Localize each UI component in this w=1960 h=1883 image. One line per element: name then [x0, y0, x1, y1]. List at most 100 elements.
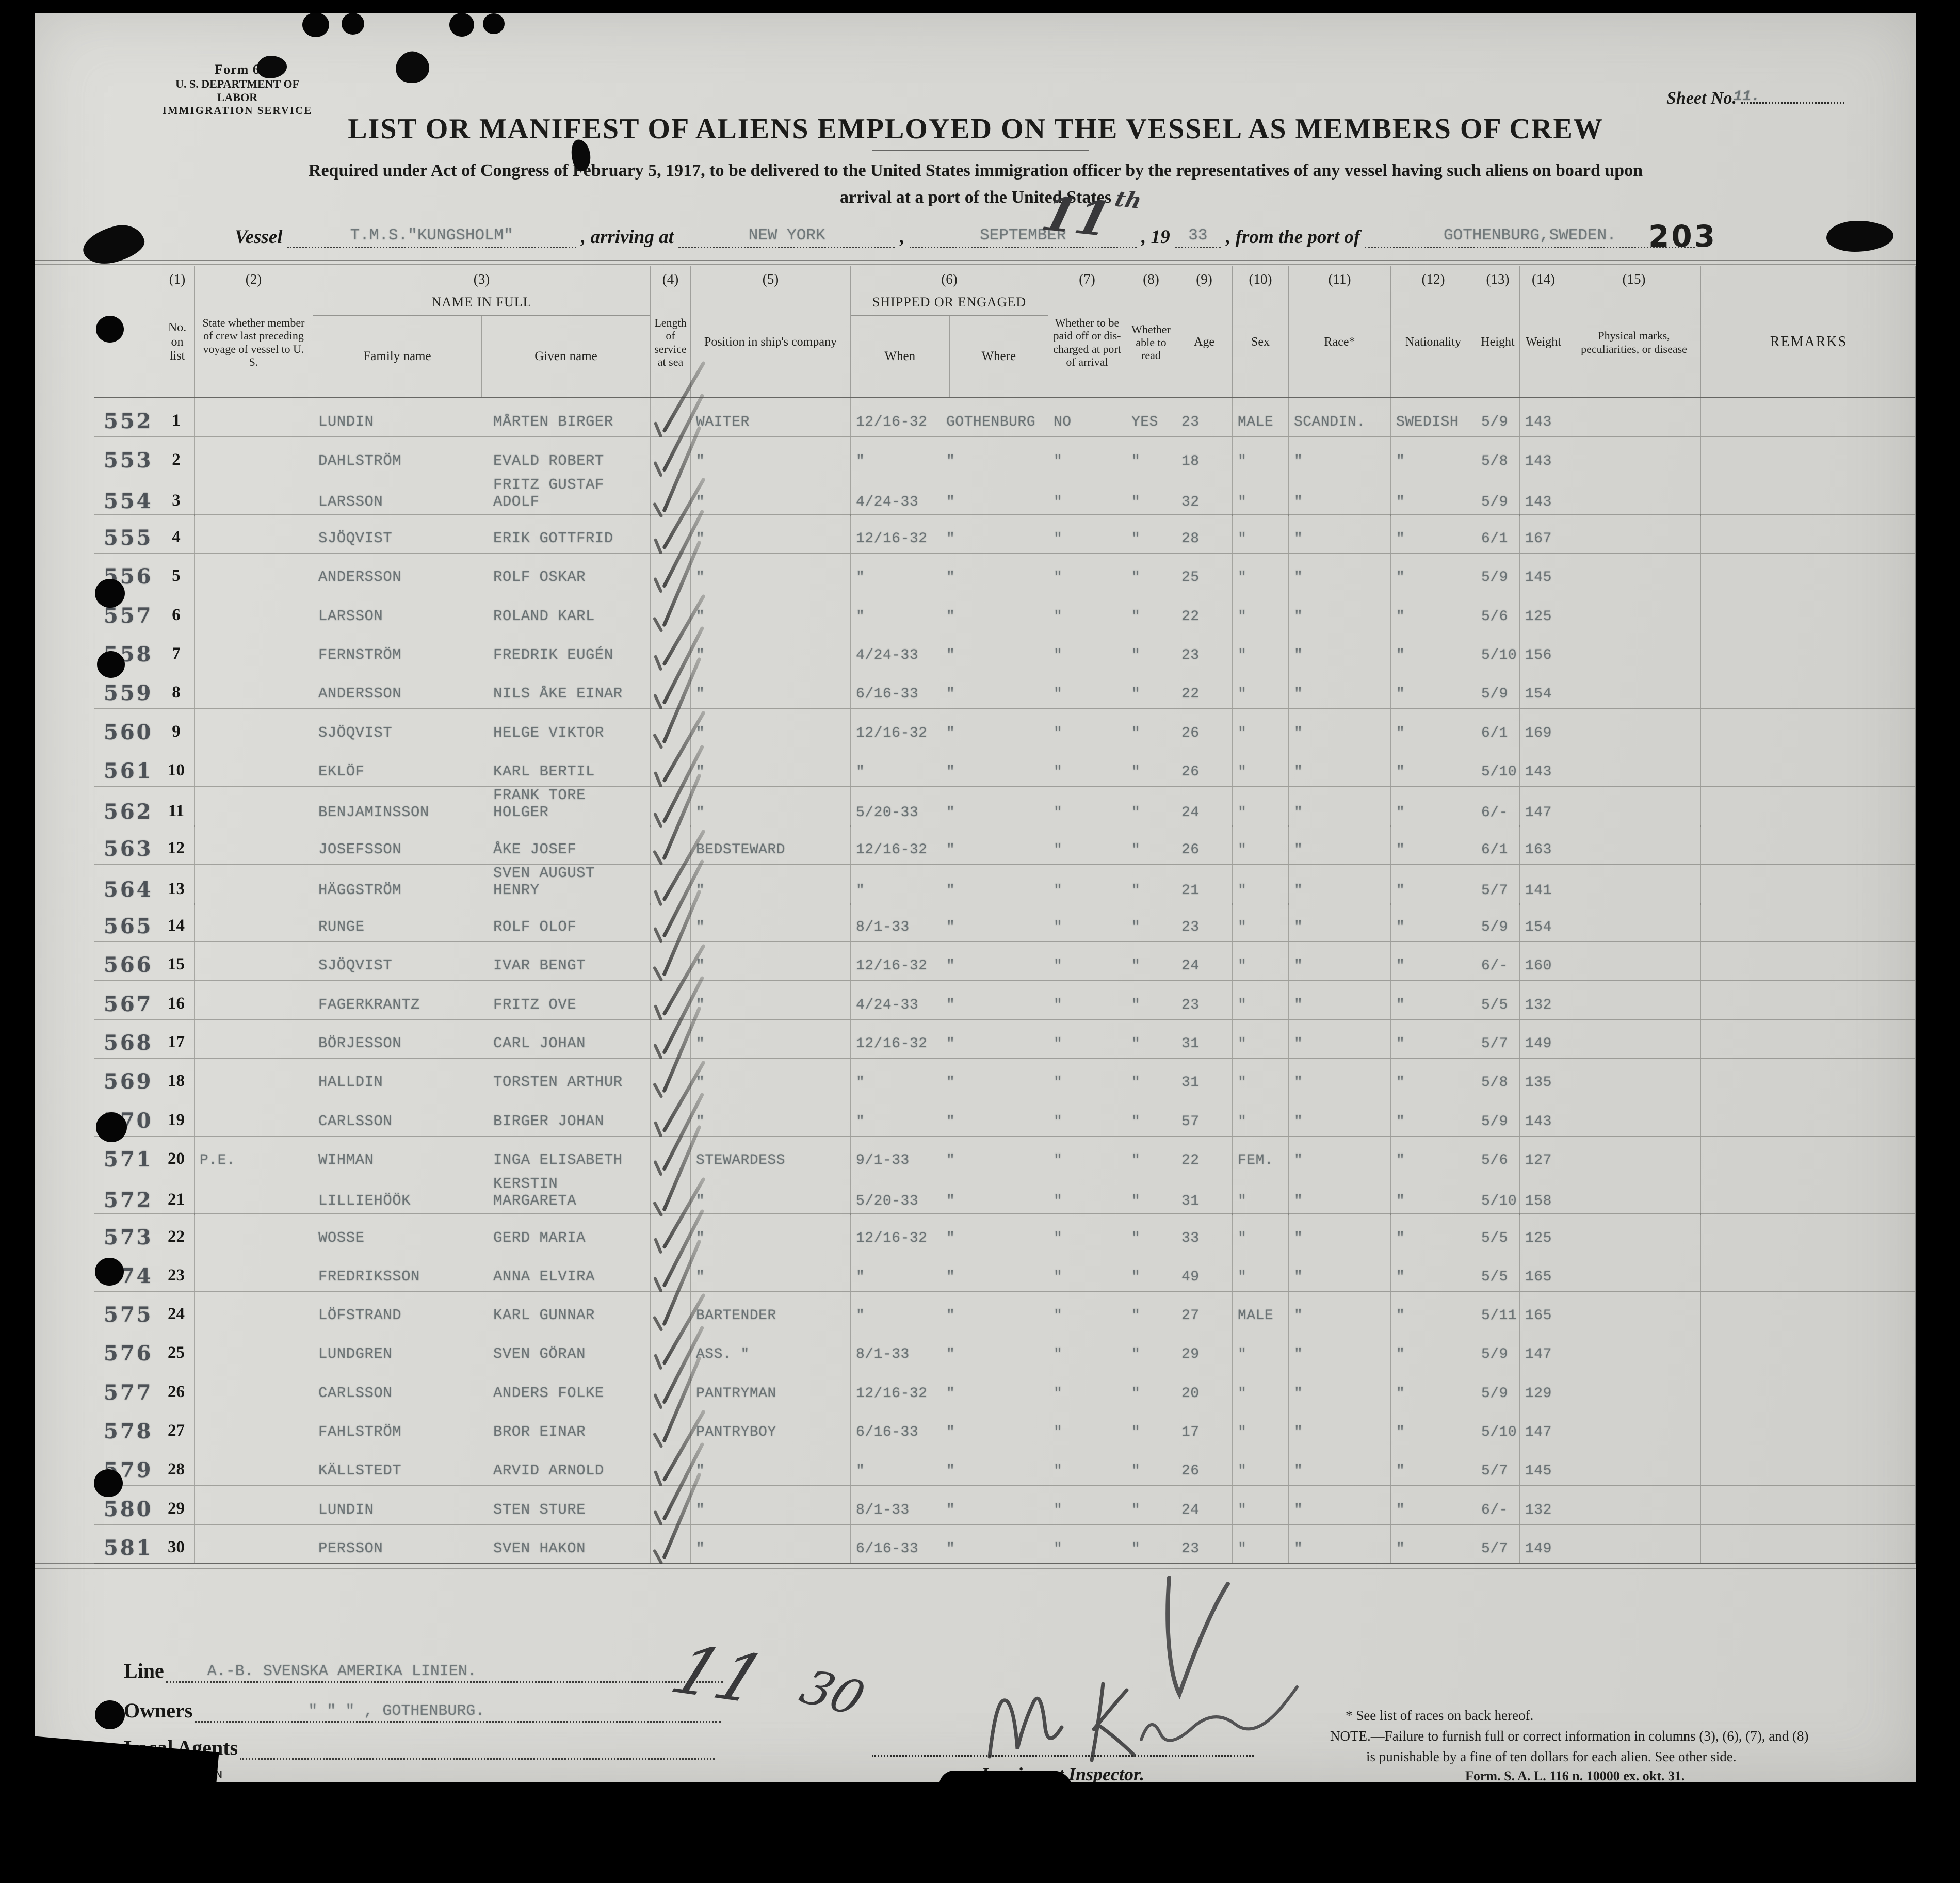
list-number: 7 [160, 631, 195, 670]
able-to-read-cell: " [1126, 1486, 1176, 1524]
paid-off-cell: " [1048, 748, 1126, 786]
header-col3-name-in-full: (3) NAME IN FULL Family name Given name [313, 266, 651, 397]
list-number: 18 [160, 1059, 195, 1097]
sex-cell: " [1233, 864, 1289, 905]
service-cell [651, 1441, 705, 1524]
height-cell: 5/10 [1476, 1175, 1520, 1215]
given-name-cell: NILS ÅKE EINAR [488, 670, 651, 709]
age-cell: 26 [1176, 1447, 1233, 1486]
physical-marks-cell [1567, 903, 1701, 942]
shipped-when-cell: " [851, 864, 941, 905]
paid-off-cell: " [1048, 903, 1126, 942]
physical-marks-cell [1567, 1059, 1701, 1097]
crew-row: 561 10 EKLÖF KARL BERTIL " " " " " 26 " … [94, 710, 1915, 787]
weight-cell: 132 [1520, 981, 1567, 1019]
physical-marks-cell [1567, 1097, 1701, 1136]
given-name-cell: SVEN GÖRAN [488, 1330, 651, 1369]
family-name-cell: HÄGGSTRÖM [313, 864, 488, 905]
weight-cell: 141 [1520, 864, 1567, 905]
shipped-when-cell: " [851, 1291, 941, 1330]
able-to-read-cell: " [1126, 1214, 1176, 1253]
crew-row: 575 24 LÖFSTRAND KARL GUNNAR BARTENDER "… [94, 1239, 1915, 1331]
height-cell: 5/10 [1476, 748, 1520, 786]
weight-cell: 163 [1520, 825, 1567, 864]
paid-off-cell: " [1048, 1214, 1126, 1253]
weight-cell: 143 [1520, 748, 1567, 786]
form-department: U. S. DEPARTMENT OF LABOR [175, 77, 299, 104]
prev-voyage-cell [195, 1408, 313, 1447]
header-col13: (13) Height [1476, 266, 1520, 397]
given-name-cell: ROLAND KARL [488, 592, 651, 631]
shipped-when-cell: 4/24-33 [851, 981, 941, 1019]
race-cell: " [1289, 1291, 1391, 1330]
shipped-where-cell: " [941, 476, 1048, 516]
paid-off-cell: " [1048, 514, 1126, 554]
physical-marks-cell [1567, 1175, 1701, 1215]
shipped-where-cell: " [941, 1097, 1048, 1136]
age-cell: 22 [1176, 592, 1233, 631]
age-cell: 31 [1176, 1175, 1233, 1215]
physical-marks-cell [1567, 437, 1701, 476]
remarks-cell [1701, 1486, 1916, 1524]
given-name-cell: ARVID ARNOLD [488, 1447, 651, 1486]
header-stamp-margin [94, 266, 160, 397]
able-to-read-cell: " [1126, 1524, 1176, 1563]
prev-voyage-cell [195, 476, 313, 516]
weight-cell: 143 [1520, 476, 1567, 516]
nationality-cell: " [1391, 1175, 1476, 1215]
family-name-cell: PERSSON [313, 1524, 488, 1563]
list-number: 6 [160, 592, 195, 631]
physical-marks-cell [1567, 709, 1701, 748]
physical-marks-cell [1567, 748, 1701, 786]
able-to-read-cell: YES [1126, 398, 1176, 437]
physical-marks-cell [1567, 631, 1701, 670]
table-body: 552 1 LUNDIN MÅRTEN BIRGER WAITER 12/16-… [94, 361, 1916, 1564]
physical-marks-cell [1567, 1486, 1701, 1524]
weight-cell: 145 [1520, 554, 1567, 592]
prev-voyage-cell [195, 709, 313, 748]
weight-cell: 143 [1520, 437, 1567, 476]
service-cell [651, 1325, 705, 1408]
age-cell: 32 [1176, 476, 1233, 516]
physical-marks-cell [1567, 1330, 1701, 1369]
stamped-sheet-number: 568 [94, 1019, 160, 1059]
prev-voyage-cell: P.E. [195, 1136, 313, 1175]
ink-blob [257, 56, 287, 78]
physical-marks-cell [1567, 514, 1701, 554]
shipped-when-cell: 12/16-32 [851, 942, 941, 981]
crew-row: 567 16 FAGERKRANTZ FRITZ OVE " 4/24-33 "… [94, 943, 1915, 1020]
paid-off-cell: " [1048, 1524, 1126, 1563]
age-cell: 17 [1176, 1408, 1233, 1447]
race-cell: " [1289, 981, 1391, 1019]
given-name-cell: SVEN HAKON [488, 1524, 651, 1563]
nationality-cell: " [1391, 437, 1476, 476]
able-to-read-cell: " [1126, 1059, 1176, 1097]
race-cell: " [1289, 903, 1391, 942]
vessel-name: T.M.S."KUNGSHOLM" [287, 226, 576, 248]
given-name-cell: BROR EINAR [488, 1408, 651, 1447]
stamped-sheet-number: 562 [94, 786, 160, 827]
inspector-signature [987, 1682, 1299, 1762]
physical-marks-cell [1567, 981, 1701, 1019]
able-to-read-cell: " [1126, 631, 1176, 670]
remarks-cell [1701, 1059, 1916, 1097]
age-cell: 23 [1176, 1524, 1233, 1563]
race-cell: " [1289, 592, 1391, 631]
paid-off-cell: " [1048, 1486, 1126, 1524]
prev-voyage-cell [195, 1097, 313, 1136]
stamped-sheet-number: 569 [94, 1059, 160, 1097]
from-port-label: , from the port of [1226, 226, 1360, 248]
remarks-cell [1701, 1137, 1916, 1175]
prev-voyage-cell [195, 592, 313, 631]
position-cell: " [691, 864, 851, 905]
remarks-cell [1701, 554, 1916, 592]
shipped-where-cell: " [941, 786, 1048, 827]
given-name-cell: ERIK GOTTFRID [488, 514, 651, 554]
given-name-cell: ÅKE JOSEF [488, 825, 651, 864]
remarks-cell [1701, 1175, 1916, 1215]
physical-marks-cell [1567, 1408, 1701, 1447]
shipped-when-cell: 4/24-33 [851, 631, 941, 670]
title-underline [872, 150, 1089, 151]
header-col11: (11) Race* [1289, 266, 1391, 397]
age-cell: 23 [1176, 981, 1233, 1019]
